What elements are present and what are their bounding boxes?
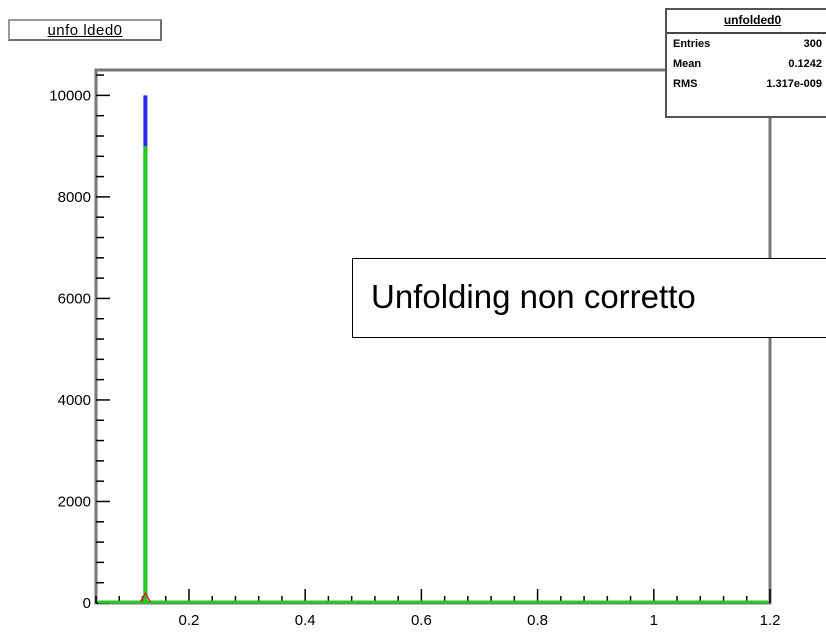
y-tick-label: 0	[83, 595, 91, 612]
statistics-box: unfolded0 Entries 300 Mean 0.1242 RMS 1.…	[665, 8, 826, 118]
red-histogram-spike	[139, 591, 152, 603]
y-tick-label: 4000	[58, 392, 91, 409]
annotation-box: Unfolding non corretto	[352, 258, 826, 338]
y-tick-label: 8000	[58, 189, 91, 206]
stats-key: RMS	[673, 78, 698, 90]
stats-row-entries: Entries 300	[667, 34, 826, 54]
stats-value: 1.317e-009	[766, 78, 822, 90]
x-tick-label: 1	[650, 612, 658, 629]
y-tick-label: 6000	[58, 290, 91, 307]
stats-value: 300	[803, 38, 822, 50]
x-tick-label: 1.2	[760, 612, 781, 629]
histogram-title-box: unfo lded0	[8, 19, 162, 41]
stats-key: Entries	[673, 38, 711, 50]
x-tick-label: 0.2	[179, 612, 200, 629]
x-tick-label: 0.4	[295, 612, 316, 629]
stats-title: unfolded0	[667, 10, 826, 34]
stats-key: Mean	[673, 58, 702, 70]
stats-row-rms: RMS 1.317e-009	[667, 74, 826, 94]
stats-row-mean: Mean 0.1242	[667, 54, 826, 74]
stats-value: 0.1242	[788, 58, 822, 70]
x-tick-label: 0.6	[411, 612, 432, 629]
y-tick-label: 10000	[49, 87, 91, 104]
x-tick-label: 0.8	[527, 612, 548, 629]
y-tick-label: 2000	[58, 493, 91, 510]
